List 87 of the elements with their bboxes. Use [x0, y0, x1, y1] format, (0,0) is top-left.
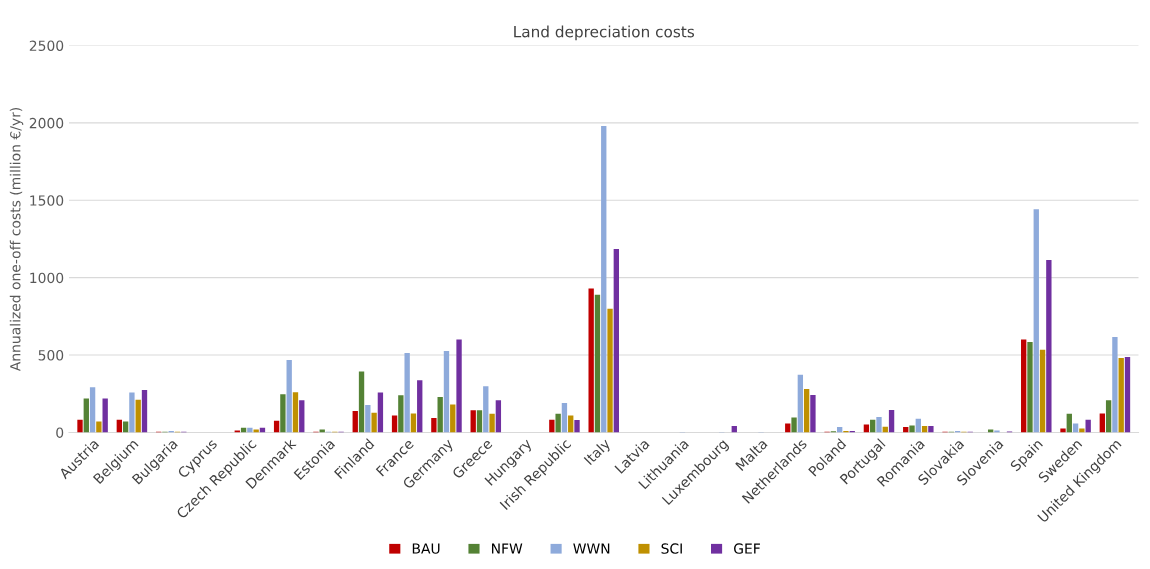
- bar: [253, 429, 259, 433]
- bar: [96, 421, 102, 433]
- bar: [450, 404, 456, 433]
- legend-label: SCI: [661, 543, 682, 554]
- bar: [234, 430, 240, 433]
- bar: [1021, 339, 1027, 433]
- bar: [319, 429, 325, 433]
- bar: [135, 399, 141, 433]
- bar: [561, 403, 568, 433]
- bar: [1066, 413, 1072, 433]
- bar: [417, 380, 423, 433]
- bar: [601, 126, 607, 433]
- bar: [1112, 336, 1118, 433]
- bar: [1027, 342, 1033, 433]
- bar: [1060, 428, 1066, 433]
- bar: [404, 353, 410, 433]
- bar: [89, 387, 96, 433]
- bar: [280, 394, 286, 433]
- bar: [391, 415, 398, 433]
- bar: [803, 388, 810, 433]
- bar: [594, 294, 601, 433]
- y-tick-label: 500: [38, 350, 64, 361]
- bar: [994, 430, 1000, 433]
- bar: [299, 400, 305, 433]
- bar: [141, 389, 148, 433]
- bar: [1046, 260, 1052, 433]
- bar: [365, 405, 371, 433]
- bar: [1072, 423, 1079, 433]
- y-tick-label: 0: [56, 427, 64, 438]
- bar: [358, 371, 365, 433]
- bar: [785, 423, 791, 433]
- bar: [549, 419, 555, 433]
- bar: [129, 392, 135, 433]
- bar: [1124, 357, 1131, 433]
- bar: [1039, 349, 1046, 433]
- bar: [555, 413, 561, 433]
- legend-label: WWN: [573, 543, 610, 554]
- bar: [410, 413, 417, 433]
- bar: [797, 374, 804, 433]
- y-tick-label: 2000: [29, 117, 64, 129]
- legend-label: GEF: [734, 543, 760, 554]
- bar: [909, 425, 915, 433]
- bar: [122, 421, 129, 433]
- bar: [398, 395, 404, 433]
- bar: [888, 410, 895, 433]
- bar: [443, 351, 450, 433]
- bar: [1105, 400, 1112, 433]
- bar: [371, 412, 377, 433]
- bar: [574, 420, 580, 433]
- legend-label: NFW: [492, 543, 523, 554]
- chart-title: Land depreciation costs: [514, 25, 695, 41]
- bar: [83, 398, 89, 433]
- bar: [495, 400, 502, 433]
- bar: [247, 427, 253, 433]
- bar: [987, 429, 994, 433]
- bar: [377, 392, 384, 433]
- bar: [568, 415, 574, 433]
- bar: [489, 413, 495, 433]
- bar: [1118, 358, 1124, 433]
- bar: [863, 424, 870, 433]
- y-axis-title: Annualized one-off costs (million €/yr): [9, 107, 24, 372]
- bar: [876, 416, 882, 433]
- bar: [613, 249, 620, 433]
- legend-label: BAU: [412, 543, 440, 554]
- bar: [476, 410, 483, 433]
- bar: [431, 418, 437, 433]
- bar: [928, 426, 934, 433]
- y-tick-label: 1500: [30, 195, 64, 206]
- y-tick-label: 1000: [30, 272, 64, 284]
- y-tick-label: 2500: [29, 40, 64, 51]
- bar: [102, 398, 108, 433]
- bar: [292, 392, 299, 433]
- bar: [1033, 209, 1039, 433]
- bar: [352, 410, 358, 433]
- bar: [1085, 419, 1091, 433]
- bar: [810, 394, 816, 433]
- bar: [1099, 413, 1105, 433]
- bar: [286, 360, 292, 433]
- bar: [437, 397, 443, 433]
- bar: [456, 339, 462, 433]
- bar: [791, 417, 797, 433]
- bar: [77, 419, 83, 433]
- bar: [470, 410, 476, 433]
- bar: [588, 288, 594, 433]
- bar: [1079, 428, 1085, 433]
- bar: [607, 308, 613, 433]
- bar: [483, 386, 489, 433]
